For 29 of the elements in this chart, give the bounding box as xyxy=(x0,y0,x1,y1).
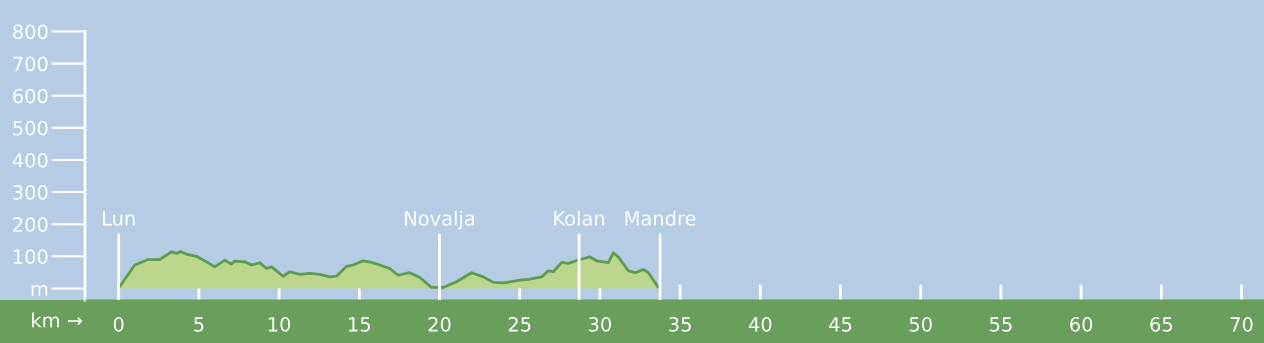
x-tick-label: 10 xyxy=(268,317,291,332)
y-tick-label: 800 xyxy=(13,24,48,40)
x-tick-label: 0 xyxy=(113,317,124,332)
x-tick-label: 60 xyxy=(1070,317,1093,332)
y-tick-label: 300 xyxy=(13,185,48,200)
x-tick-label: 30 xyxy=(589,317,611,332)
ref-line-label: Kolan xyxy=(554,210,605,226)
x-tick-label: 20 xyxy=(428,317,451,332)
x-tick-label: 55 xyxy=(990,317,1012,332)
ref-line-label: Novalja xyxy=(405,210,475,230)
y-tick-label: 500 xyxy=(13,120,48,136)
x-axis-title: km → xyxy=(32,312,83,328)
y-tick-label: 700 xyxy=(13,56,48,72)
y-tick-label: 600 xyxy=(13,88,48,104)
y-tick-label: 200 xyxy=(13,217,48,232)
x-tick-label: 45 xyxy=(829,317,852,332)
ref-line-label: Mandre xyxy=(625,210,696,226)
x-tick-label: 15 xyxy=(349,317,370,332)
x-tick-label: 50 xyxy=(909,317,932,332)
y-tick-label: 400 xyxy=(12,152,48,168)
y-tick-label: m xyxy=(31,284,48,296)
x-tick-label: 35 xyxy=(669,317,691,332)
x-tick-label: 5 xyxy=(194,317,204,332)
x-tick-label: 70 xyxy=(1230,317,1253,332)
y-tick-label: 100 xyxy=(13,249,48,264)
x-tick-label: 65 xyxy=(1150,317,1173,332)
x-tick-label: 40 xyxy=(748,317,772,332)
ref-line-label: Lun xyxy=(103,211,135,226)
x-tick-label: 25 xyxy=(508,317,531,332)
